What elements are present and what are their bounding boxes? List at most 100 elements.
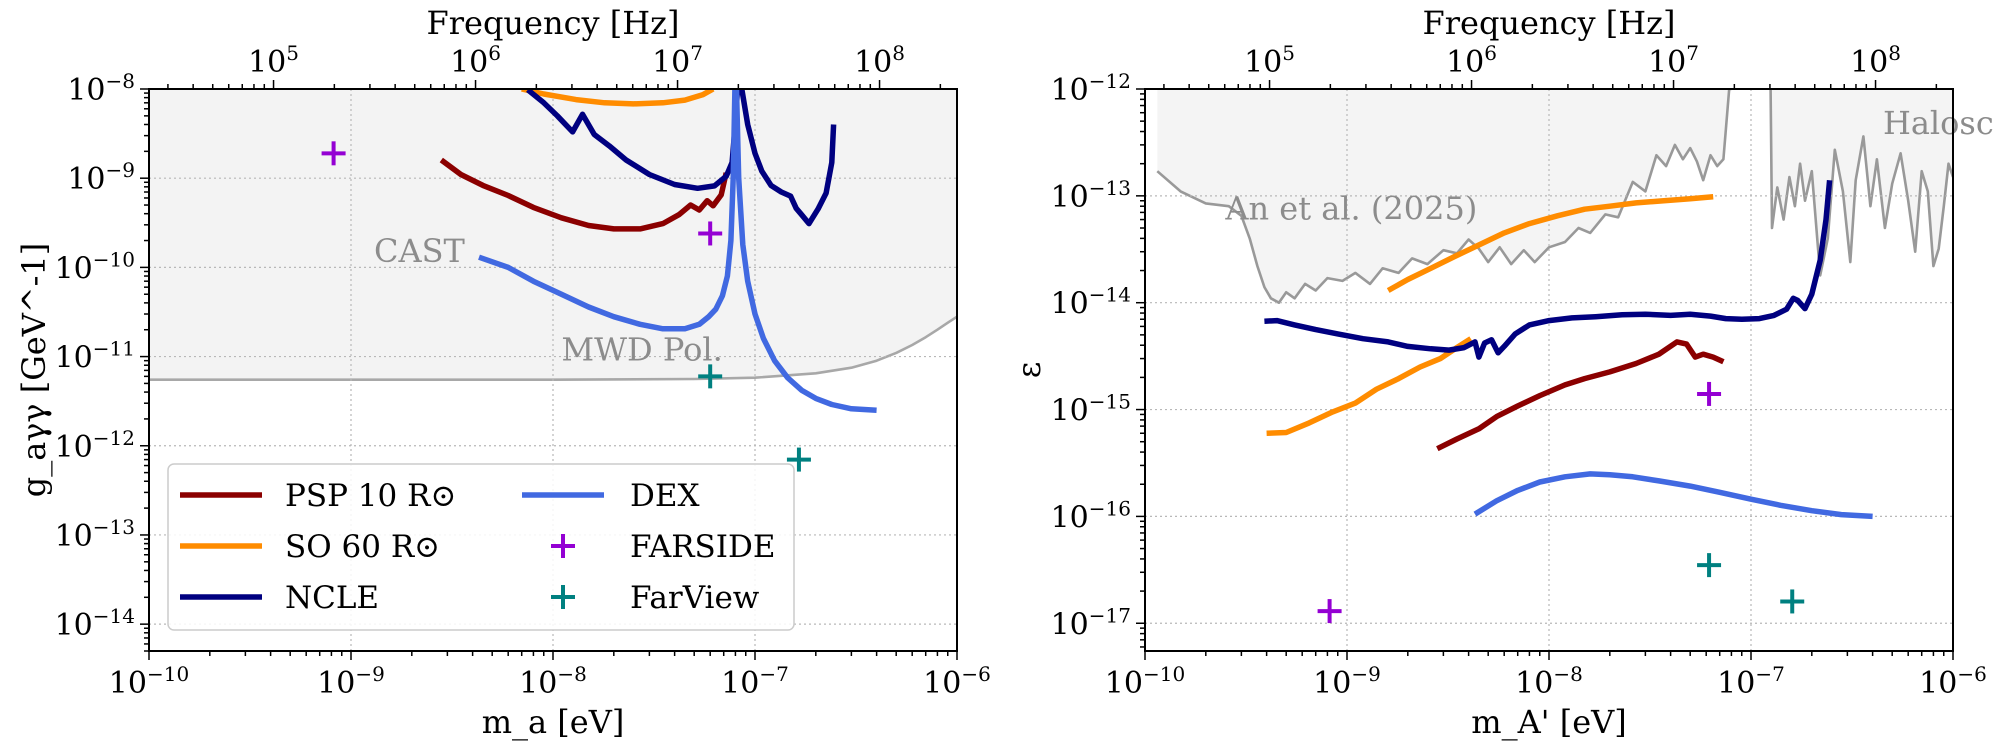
right-panel-x-tick-label-2-base: 10 (1515, 666, 1553, 701)
left-panel-y-tick-label-0-base: 10 (55, 608, 93, 643)
right-panel: An et al. (2025)Halosc.10−10 10−9 10−8 10−7… (1010, 4, 1993, 741)
left-panel-x-tick-label-1: 10−9 (317, 662, 385, 701)
right-panel-freq-tick-label-2-base: 10 (1648, 45, 1686, 80)
legend-item-farside: FARSIDE (551, 529, 776, 565)
left-panel-marker-farview-1 (786, 447, 811, 472)
left-panel-marker-farside-1 (698, 221, 723, 246)
left-panel-freq-tick-label-2-exp: 7 (690, 41, 703, 65)
right-panel-y-tick-label-5-exp: −12 (1089, 69, 1131, 93)
right-panel-y-tick-label-3: 10−14 (1051, 283, 1131, 322)
left-panel-region-label-mwd-pol-: MWD Pol. (561, 331, 722, 369)
legend: PSP 10 R⊙SO 60 R⊙ NCLE DEX FARSIDE FarView (167, 463, 795, 631)
left-panel-marker-farside-0 (321, 141, 346, 166)
right-panel-region-label-halosc-: Halosc. (1883, 104, 1993, 142)
right-panel-y-tick-label-0-exp: −17 (1089, 603, 1131, 627)
right-panel-y-tick-label-4: 10−13 (1051, 176, 1131, 215)
right-panel-y-tick-label-2-base: 10 (1051, 394, 1089, 429)
legend-label-math: R⊙ (391, 529, 440, 565)
left-panel-x-tick-label-0-exp: −10 (147, 662, 189, 686)
left-panel-freq-tick-label-3: 108 (854, 41, 905, 80)
legend-label: NCLE (285, 580, 379, 616)
left-panel-freq-tick-label-0: 105 (248, 41, 299, 80)
right-panel-x-tick-label-0-exp: −10 (1143, 662, 1185, 686)
right-panel-x-tick-label-1-exp: −9 (1351, 662, 1380, 686)
legend-box (167, 463, 795, 631)
left-panel-freq-tick-label-1-exp: 6 (488, 41, 501, 65)
legend-label-text: DEX (630, 478, 700, 514)
legend-label-space (381, 529, 391, 565)
left-panel-freq-tick-label-1-base: 10 (450, 45, 488, 80)
left-panel-series-so-60-r (521, 89, 715, 107)
left-panel-x-tick-label-3: 10−7 (721, 662, 789, 701)
left-panel-x-tick-label-3-base: 10 (721, 666, 759, 701)
legend-label-text: FarView (630, 580, 760, 616)
legend-label-text: FARSIDE (630, 529, 776, 565)
right-panel-region-an-et-al-2025--fill (1157, 89, 1732, 303)
right-panel-y-tick-label-5: 10−12 (1051, 69, 1131, 108)
right-panel-series-so-60-r-low (1266, 336, 1473, 437)
right-panel-y-axis-title: ε (1010, 362, 1048, 379)
left-panel-y-tick-label-2-base: 10 (55, 430, 93, 465)
right-panel-series-dex (1473, 471, 1873, 520)
right-panel-region-an-et-al-2025--edge (1156, 89, 1732, 305)
left-panel-x-tick-label-2-exp: −8 (557, 662, 586, 686)
right-panel-freq-tick-label-3-exp: 8 (1888, 41, 1901, 65)
left-panel-region-mwd-pol--edge (149, 315, 957, 382)
left-panel-y-tick-label-1: 10−13 (55, 515, 135, 554)
right-panel-x-tick-label-0-base: 10 (1105, 666, 1143, 701)
left-panel-y-tick-label-4: 10−10 (55, 247, 135, 286)
right-panel-grid (1145, 89, 1953, 651)
left-panel-y-tick-label-5-base: 10 (67, 162, 105, 197)
left-panel-y-tick-label-4-exp: −10 (93, 247, 135, 271)
legend-label-text: PSP 10 (285, 478, 397, 514)
right-panel-marker-farside-1 (1697, 381, 1722, 406)
legend-item-dex: DEX (522, 478, 700, 514)
left-panel-series-dex (478, 89, 877, 414)
left-panel-y-tick-label-3-exp: −11 (93, 337, 135, 361)
left-panel-y-tick-label-6-exp: −8 (106, 69, 135, 93)
right-panel-freq-tick-label-1: 106 (1446, 41, 1497, 80)
right-panel-y-tick-label-1-exp: −16 (1089, 496, 1131, 520)
right-panel-x-tick-label-4-exp: −6 (1957, 662, 1986, 686)
left-panel-x-tick-label-0: 10−10 (109, 662, 189, 701)
left-panel-x-tick-label-1-base: 10 (317, 666, 355, 701)
right-panel-freq-tick-label-0-base: 10 (1244, 45, 1282, 80)
left-panel-y-tick-label-6-base: 10 (67, 73, 105, 108)
right-panel-x-tick-label-2: 10−8 (1515, 662, 1583, 701)
right-panel-marker-farview-1 (1780, 589, 1805, 614)
left-panel-x-tick-label-4: 10−6 (923, 662, 991, 701)
legend-label: FarView (630, 580, 760, 616)
right-panel-x-tick-label-1-base: 10 (1313, 666, 1351, 701)
right-panel-y-tick-label-0-base: 10 (1051, 607, 1089, 642)
right-panel-x-tick-label-0: 10−10 (1105, 662, 1185, 701)
legend-label: SO 60 R⊙ (285, 529, 440, 565)
right-panel-y-tick-label-1: 10−16 (1051, 496, 1131, 535)
right-panel-x-tick-label-3: 10−7 (1717, 662, 1785, 701)
left-panel-y-tick-label-5: 10−9 (67, 158, 135, 197)
left-panel-plot-area (149, 89, 957, 651)
left-panel-y-tick-label-0-exp: −14 (93, 604, 135, 628)
legend-item-ncle: NCLE (180, 580, 379, 616)
right-panel-y-tick-label-4-exp: −13 (1089, 176, 1131, 200)
right-panel-freq-tick-label-3-base: 10 (1850, 45, 1888, 80)
left-panel-freq-tick-label-3-base: 10 (854, 45, 892, 80)
left-panel-y-tick-label-4-base: 10 (55, 251, 93, 286)
left-panel-grid (149, 89, 957, 651)
left-panel-x-tick-label-2: 10−8 (519, 662, 587, 701)
legend-label-space (397, 478, 407, 514)
right-panel-x-tick-label-4-base: 10 (1919, 666, 1957, 701)
left-panel-x-tick-label-0-base: 10 (109, 666, 147, 701)
right-panel-top-axis-title: Frequency [Hz] (1423, 4, 1676, 42)
right-panel-y-tick-label-5-base: 10 (1051, 73, 1089, 108)
legend-label-text: NCLE (285, 580, 379, 616)
left-panel-x-axis-title: m_a [eV] (482, 703, 625, 741)
left-panel-freq-tick-label-2-base: 10 (652, 45, 690, 80)
right-panel-freq-tick-label-2: 107 (1648, 41, 1699, 80)
right-panel-marker-farside-0 (1317, 599, 1342, 624)
left-panel-x-tick-label-4-base: 10 (923, 666, 961, 701)
left-panel-y-tick-label-5-exp: −9 (106, 158, 135, 182)
left-panel-freq-tick-label-1: 106 (450, 41, 501, 80)
left-panel-freq-tick-label-3-exp: 8 (892, 41, 905, 65)
right-panel-series-psp-10-r (1436, 339, 1725, 452)
